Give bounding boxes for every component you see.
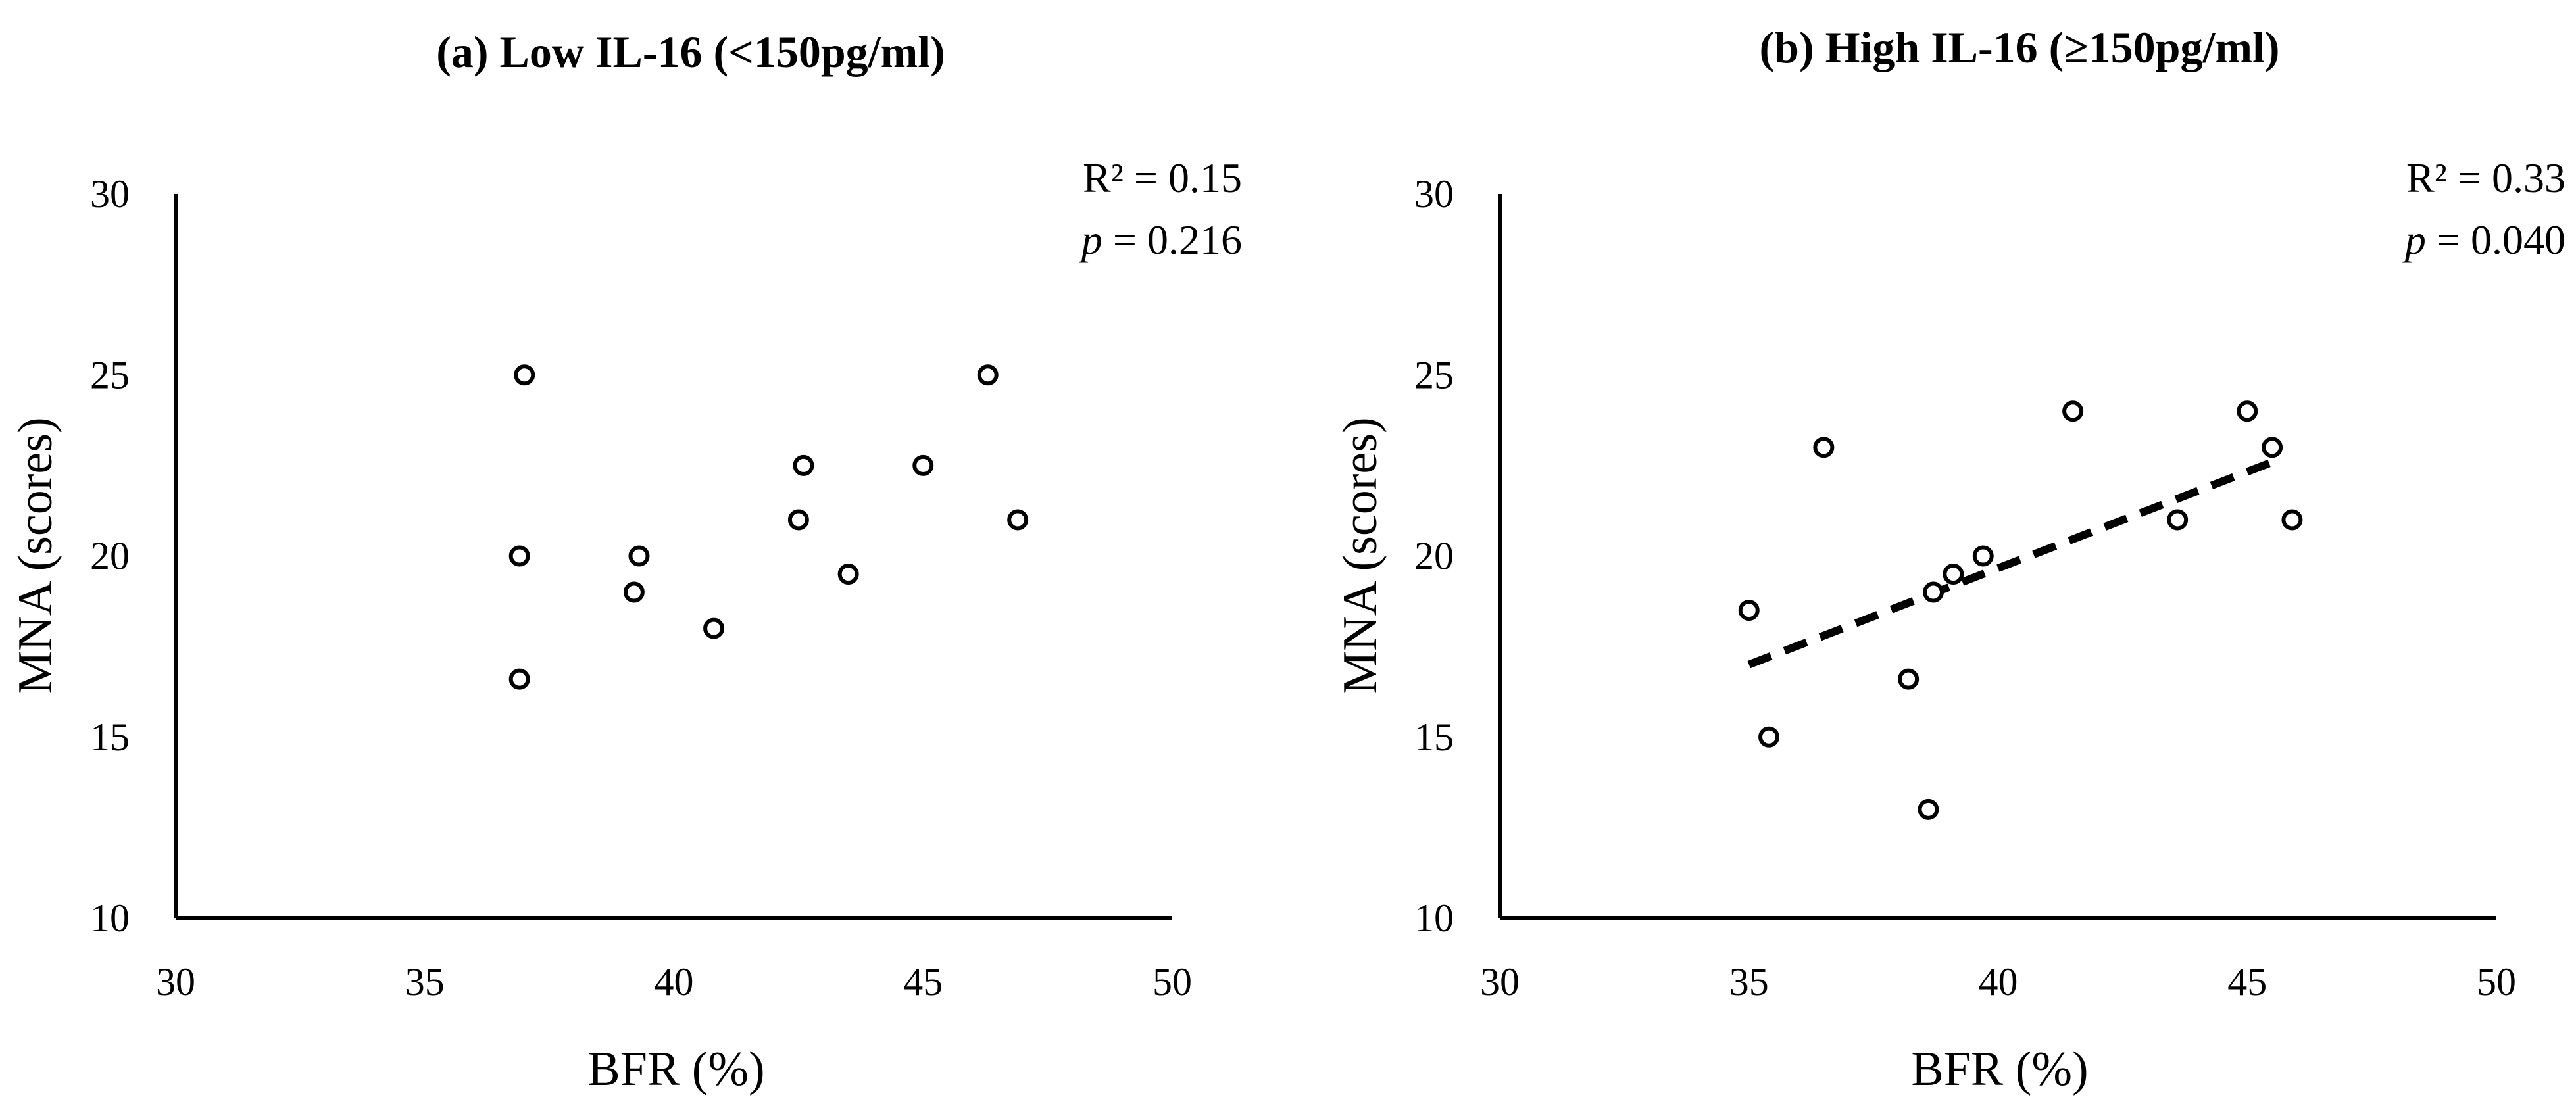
panel-b-p-number: = 0.040	[2426, 216, 2565, 263]
panel-b-r-squared: R² = 0.33	[2406, 155, 2565, 201]
panel-a-x-tick-label: 30	[156, 960, 195, 1003]
panel-b-p-value: p = 0.040	[2402, 216, 2565, 263]
panel-b-data-point	[1923, 581, 1944, 603]
panel-a-y-tick-label: 15	[90, 715, 130, 759]
panel-a-data-point	[912, 454, 934, 476]
panel-b-data-point	[1813, 437, 1835, 458]
panel-b-x-tick-label: 35	[1729, 960, 1769, 1003]
panel-b-data-point	[1943, 564, 1964, 585]
panel-a-p-number: = 0.216	[1102, 216, 1242, 263]
panel-a-data-point	[508, 668, 530, 690]
panel-b-y-axis-label: MNA (scores)	[1333, 417, 1387, 694]
panel-a-data-point	[1007, 509, 1029, 531]
panel-b-data-point	[1918, 798, 1939, 820]
panel-b-data-point	[2262, 437, 2283, 458]
panel-a-r-squared: R² = 0.15	[1083, 155, 1242, 201]
panel-a-title: (a) Low IL-16 (<150pg/ml)	[436, 27, 945, 77]
panel-b: (b) High IL-16 (≥150pg/ml) MNA (scores) …	[1333, 22, 2565, 1096]
panel-b-data-point	[2062, 400, 2084, 422]
panel-a-p-symbol: p	[1079, 216, 1102, 263]
panel-a-y-tick-label: 20	[90, 535, 130, 578]
panel-a-p-value: p = 0.216	[1079, 216, 1242, 263]
panel-b-y-tick-label: 30	[1414, 172, 1454, 216]
panel-b-trendline	[1747, 454, 2284, 669]
panel-a-y-axis-label: MNA (scores)	[9, 417, 62, 694]
panel-b-marks: 10 15 20 25 30 30 35 40 45 50	[1414, 172, 2516, 1003]
panel-b-x-tick-label: 30	[1480, 960, 1520, 1003]
panel-b-x-axis-label: BFR (%)	[1911, 1042, 2088, 1096]
panel-b-x-tick-label: 45	[2227, 960, 2267, 1003]
panel-a-y-tick-label: 25	[90, 353, 130, 397]
panel-a-data-point	[793, 454, 814, 476]
panel-a: (a) Low IL-16 (<150pg/ml) MNA (scores) B…	[9, 27, 1242, 1096]
panel-b-data-point	[2237, 400, 2258, 422]
panel-a-data-point	[623, 581, 645, 603]
panel-b-p-symbol: p	[2402, 216, 2426, 263]
panel-a-data-point	[977, 364, 999, 386]
panel-b-y-tick-label: 25	[1414, 353, 1454, 397]
panel-b-data-point	[1758, 726, 1780, 748]
panel-b-x-tick-label: 40	[1979, 960, 2018, 1003]
panel-a-y-tick-label: 30	[90, 172, 130, 216]
panel-a-x-axis-label: BFR (%)	[587, 1042, 764, 1096]
panel-a-y-tick-label: 10	[90, 896, 130, 940]
panel-a-x-tick-label: 35	[405, 960, 445, 1003]
panel-a-x-tick-label: 45	[903, 960, 943, 1003]
panel-a-data-point	[508, 545, 530, 567]
panel-b-y-tick-label: 20	[1414, 535, 1454, 578]
panel-a-data-point	[703, 617, 725, 639]
panel-a-data-point	[514, 364, 535, 386]
panel-a-x-tick-label: 40	[655, 960, 694, 1003]
panel-a-data-point	[787, 509, 809, 531]
panel-b-y-tick-label: 10	[1414, 896, 1454, 940]
panel-b-title: (b) High IL-16 (≥150pg/ml)	[1759, 22, 2279, 72]
panel-b-data-point	[1898, 668, 1920, 690]
panel-b-x-tick-label: 50	[2477, 960, 2516, 1003]
panel-b-y-tick-label: 15	[1414, 715, 1454, 759]
panel-b-data-point	[1972, 545, 1994, 567]
panel-a-data-point	[837, 564, 859, 585]
panel-b-data-point	[1738, 600, 1760, 621]
panel-b-data-point	[2167, 509, 2189, 531]
panel-b-data-point	[2281, 509, 2303, 531]
panel-a-data-point	[628, 545, 650, 567]
panel-a-x-tick-label: 50	[1152, 960, 1192, 1003]
panel-a-marks: 10 15 20 25 30 30 35 40 45 50	[90, 172, 1192, 1003]
